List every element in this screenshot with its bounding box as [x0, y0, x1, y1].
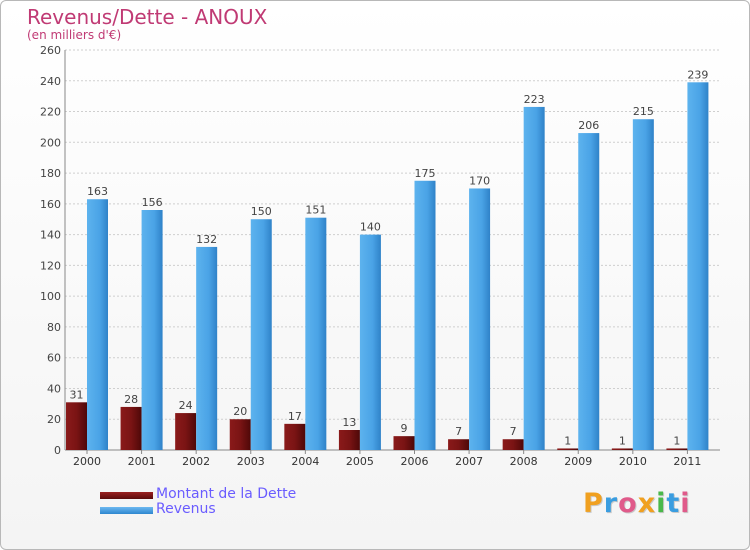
bar-revenue [141, 210, 163, 450]
bar-debt [611, 448, 633, 450]
y-tick-label: 180 [40, 167, 61, 180]
data-label-revenue: 156 [142, 196, 163, 209]
legend-label-revenue: Revenus [156, 501, 216, 517]
y-tick-label: 60 [47, 352, 61, 365]
data-label-revenue: 163 [87, 185, 108, 198]
y-tick-label: 240 [40, 75, 61, 88]
chart-subtitle: (en milliers d'€) [27, 28, 122, 42]
logo-letter: x [637, 488, 657, 519]
x-tick-label: 2008 [510, 455, 538, 468]
bar-debt [175, 413, 197, 450]
logo-letter: o [618, 488, 638, 519]
x-tick-label: 2004 [291, 455, 319, 468]
y-tick-label: 220 [40, 106, 61, 119]
data-label-debt: 13 [342, 416, 356, 429]
legend-swatch-debt [100, 492, 153, 499]
data-label-revenue: 170 [469, 174, 490, 187]
data-label-debt: 20 [233, 405, 247, 418]
bar-debt [338, 430, 360, 450]
data-label-revenue: 132 [196, 233, 217, 246]
bar-revenue [250, 219, 272, 450]
bar-revenue [87, 199, 108, 450]
y-tick-label: 120 [40, 259, 61, 272]
data-label-revenue: 150 [251, 205, 272, 218]
chart-title: Revenus/Dette - ANOUX [27, 5, 268, 29]
bar-debt [666, 448, 688, 450]
data-label-revenue: 215 [633, 105, 654, 118]
x-tick-label: 2009 [564, 455, 592, 468]
x-tick-label: 2006 [401, 455, 429, 468]
data-label-debt: 9 [401, 422, 408, 435]
data-label-revenue: 206 [578, 119, 599, 132]
bar-debt [393, 436, 415, 450]
legend-label-debt: Montant de la Dette [156, 486, 297, 502]
x-tick-label: 2011 [673, 455, 701, 468]
bar-debt [284, 423, 306, 450]
bar-revenue [687, 82, 709, 451]
data-label-debt: 28 [124, 393, 138, 406]
logo-letter: P [583, 488, 604, 519]
x-tick-label: 2001 [128, 455, 156, 468]
data-label-debt: 31 [70, 388, 84, 401]
x-tick-label: 2007 [455, 455, 483, 468]
bar-revenue [305, 217, 327, 450]
y-tick-label: 0 [54, 444, 61, 457]
bar-debt [557, 448, 579, 450]
bar-revenue [359, 234, 381, 450]
data-label-revenue: 151 [305, 204, 326, 217]
bar-revenue [578, 133, 600, 451]
x-tick-label: 2002 [182, 455, 210, 468]
y-tick-label: 80 [47, 321, 61, 334]
data-label-debt: 17 [288, 410, 302, 423]
bar-debt [448, 439, 470, 450]
bar-revenue [196, 246, 218, 450]
x-tick-label: 2005 [346, 455, 374, 468]
data-label-debt: 7 [510, 425, 517, 438]
y-tick-label: 20 [47, 413, 61, 426]
y-tick-label: 140 [40, 229, 61, 242]
y-tick-label: 200 [40, 136, 61, 149]
bar-revenue [523, 106, 545, 450]
bar-debt [120, 406, 142, 450]
y-tick-label: 100 [40, 290, 61, 303]
data-label-debt: 24 [179, 399, 193, 412]
data-label-debt: 1 [564, 434, 571, 447]
bar-revenue [469, 188, 491, 450]
logo-letter: i [656, 488, 667, 519]
logo-letter: i [680, 488, 691, 519]
y-tick-label: 40 [47, 382, 61, 395]
bar-debt [66, 402, 87, 450]
data-label-debt: 1 [619, 434, 626, 447]
legend-swatch-revenue [100, 507, 153, 514]
x-tick-label: 2000 [73, 455, 101, 468]
bar-revenue [414, 180, 436, 450]
x-tick-label: 2010 [619, 455, 647, 468]
data-label-debt: 7 [455, 425, 462, 438]
bar-revenue [632, 119, 654, 450]
data-label-revenue: 239 [687, 68, 708, 81]
data-label-revenue: 175 [415, 167, 436, 180]
data-label-revenue: 140 [360, 221, 381, 234]
data-label-debt: 1 [673, 434, 680, 447]
y-tick-label: 260 [40, 44, 61, 57]
bar-debt [502, 439, 524, 450]
data-label-revenue: 223 [524, 93, 545, 106]
y-tick-label: 160 [40, 198, 61, 211]
logo-letter: r [603, 488, 619, 519]
proxiti-logo: Proxiti [583, 488, 691, 519]
logo-letter: t [666, 488, 681, 519]
bar-debt [229, 419, 251, 450]
x-tick-label: 2003 [237, 455, 265, 468]
